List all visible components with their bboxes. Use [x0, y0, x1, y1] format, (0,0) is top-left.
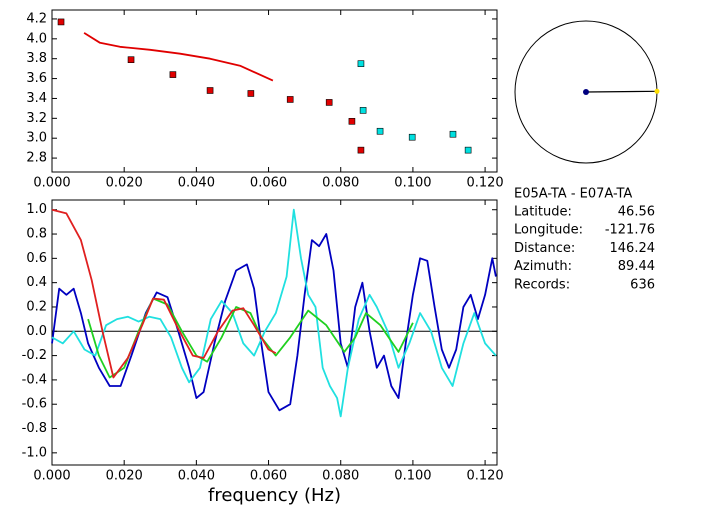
y-tick-label: 0.0 — [26, 324, 47, 339]
y-tick-label: 3.0 — [26, 131, 47, 146]
scatter-point — [348, 118, 356, 125]
plot-frame — [51, 9, 498, 173]
y-tick-label: -0.2 — [22, 348, 47, 363]
y-tick-label: 0.8 — [26, 227, 47, 242]
station-center — [583, 89, 589, 95]
info-title: E05A-TA - E07A-TA — [514, 187, 632, 202]
scatter-point — [357, 60, 365, 67]
scatter-point — [325, 99, 333, 106]
plot-frame — [51, 199, 498, 466]
scatter-point — [127, 56, 135, 63]
y-tick-label: 4.2 — [26, 11, 47, 26]
scatter-point — [464, 146, 472, 154]
y-tick-label: 2.8 — [26, 151, 47, 166]
x-tick-label: 0.000 — [33, 469, 70, 484]
series-line — [51, 208, 497, 418]
scatter-point — [206, 87, 214, 94]
x-tick-label: 0.080 — [322, 176, 359, 191]
scatter-point — [286, 96, 294, 103]
series-line — [83, 32, 274, 82]
x-tick-label: 0.120 — [466, 176, 503, 191]
scatter-point — [247, 90, 255, 97]
y-tick-label: -0.6 — [22, 397, 47, 412]
y-tick-label: 3.4 — [26, 91, 47, 106]
series-line — [51, 233, 497, 412]
scatter-point — [169, 71, 177, 78]
series-line — [51, 208, 277, 379]
x-tick-label: 0.060 — [250, 469, 287, 484]
info-value: 89.44 — [618, 259, 655, 274]
y-tick-label: 3.8 — [26, 51, 47, 66]
scatter-point — [357, 146, 365, 154]
scatter-point — [408, 133, 416, 141]
x-tick-label: 0.040 — [178, 469, 215, 484]
scatter-point — [376, 127, 384, 135]
azimuth-line — [585, 90, 658, 93]
x-tick-label: 0.000 — [33, 176, 70, 191]
info-label: Distance: — [514, 241, 575, 256]
y-tick-label: -0.4 — [22, 372, 47, 387]
scatter-point — [359, 107, 367, 114]
x-tick-label: 0.020 — [106, 176, 143, 191]
x-tick-label: 0.120 — [466, 469, 503, 484]
info-label: Longitude: — [514, 223, 583, 238]
x-tick-label: 0.080 — [322, 469, 359, 484]
scatter-point — [57, 18, 65, 26]
y-tick-label: 0.2 — [26, 299, 47, 314]
y-tick-label: 4.0 — [26, 31, 47, 46]
x-tick-label: 0.060 — [250, 176, 287, 191]
y-tick-label: 1.0 — [26, 202, 47, 217]
y-tick-label: 3.6 — [26, 71, 47, 86]
y-tick-label: 3.2 — [26, 111, 47, 126]
station-end — [654, 88, 660, 94]
y-tick-label: -1.0 — [22, 445, 47, 460]
info-value: 46.56 — [618, 205, 655, 220]
info-value: 636 — [630, 277, 655, 292]
y-tick-label: 0.4 — [26, 275, 47, 290]
y-tick-label: 0.6 — [26, 251, 47, 266]
x-tick-label: 0.040 — [178, 176, 215, 191]
y-tick-label: -0.8 — [22, 421, 47, 436]
x-axis-label: frequency (Hz) — [208, 485, 341, 506]
x-tick-label: 0.020 — [106, 469, 143, 484]
x-tick-label: 0.100 — [394, 176, 431, 191]
x-tick-label: 0.100 — [394, 469, 431, 484]
info-label: Records: — [514, 277, 570, 292]
scatter-point — [449, 130, 457, 138]
info-label: Latitude: — [514, 205, 572, 220]
info-value: 146.24 — [610, 241, 656, 256]
info-label: Azimuth: — [514, 259, 572, 274]
info-value: -121.76 — [605, 223, 655, 238]
